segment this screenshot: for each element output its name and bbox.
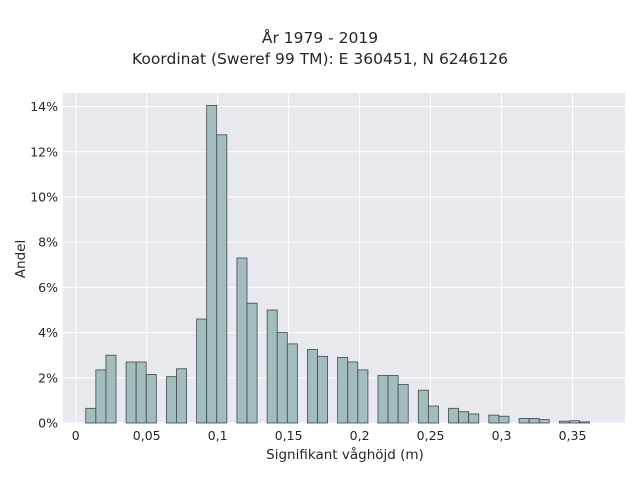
y-tick-label: 4% bbox=[38, 325, 58, 340]
histogram-bar bbox=[538, 419, 550, 424]
histogram-bar bbox=[135, 361, 147, 424]
histogram-bar bbox=[377, 375, 389, 424]
histogram-bar bbox=[307, 349, 318, 424]
x-tick-label: 0 bbox=[72, 428, 80, 443]
x-tick-label: 0,1 bbox=[208, 428, 228, 443]
histogram-bar bbox=[145, 374, 157, 424]
chart-subtitle: Koordinat (Sweref 99 TM): E 360451, N 62… bbox=[132, 50, 508, 68]
x-tick-label: 0,3 bbox=[492, 428, 512, 443]
chart-title: År 1979 - 2019 bbox=[261, 29, 379, 47]
histogram-bar bbox=[125, 361, 137, 424]
histogram-bar bbox=[518, 418, 530, 424]
x-tick-label: 0,2 bbox=[350, 428, 370, 443]
histogram-bar bbox=[427, 405, 439, 424]
histogram-bar bbox=[95, 369, 107, 424]
histogram-bar bbox=[85, 407, 97, 424]
y-tick-label: 10% bbox=[30, 189, 58, 204]
y-tick-label: 6% bbox=[38, 280, 58, 295]
y-tick-label: 14% bbox=[30, 99, 58, 114]
histogram-bar bbox=[397, 384, 409, 424]
histogram-bar bbox=[488, 414, 500, 424]
histogram-bar bbox=[216, 134, 228, 424]
x-tick-label: 0,35 bbox=[559, 428, 587, 443]
x-axis-label: Signifikant våghöjd (m) bbox=[266, 447, 424, 463]
histogram-bar bbox=[165, 376, 177, 424]
histogram-bar bbox=[579, 421, 590, 424]
histogram-bar bbox=[357, 369, 369, 424]
histogram-bar bbox=[276, 332, 288, 424]
x-tick-label: 0,05 bbox=[133, 428, 161, 443]
histogram-bar bbox=[286, 343, 298, 424]
histogram-bar bbox=[528, 418, 540, 424]
histogram-bar bbox=[246, 302, 258, 424]
histogram-bar bbox=[206, 105, 218, 424]
histogram-bar bbox=[105, 354, 117, 424]
y-axis-label: Andel bbox=[13, 239, 29, 279]
histogram-bar bbox=[347, 361, 359, 424]
histogram-bar bbox=[196, 318, 208, 424]
histogram-bar bbox=[569, 420, 580, 424]
histogram-bar bbox=[458, 411, 470, 424]
histogram-bar bbox=[468, 413, 480, 424]
histogram-bar bbox=[317, 355, 329, 424]
histogram-bar bbox=[387, 375, 399, 424]
histogram-bar bbox=[448, 407, 459, 424]
y-tick-label: 2% bbox=[38, 370, 58, 385]
x-tick-label: 0,25 bbox=[417, 428, 445, 443]
histogram-bar bbox=[558, 420, 570, 424]
histogram-bar bbox=[337, 357, 349, 424]
y-tick-label: 8% bbox=[38, 235, 58, 250]
histogram-bar bbox=[266, 309, 278, 424]
y-tick-label: 12% bbox=[30, 144, 58, 159]
histogram-bar bbox=[498, 415, 510, 424]
x-tick-label: 0,15 bbox=[275, 428, 303, 443]
y-tick-label: 0% bbox=[38, 416, 58, 431]
histogram-bar bbox=[236, 257, 248, 424]
histogram-bar bbox=[176, 368, 187, 424]
histogram-bar bbox=[417, 389, 429, 424]
